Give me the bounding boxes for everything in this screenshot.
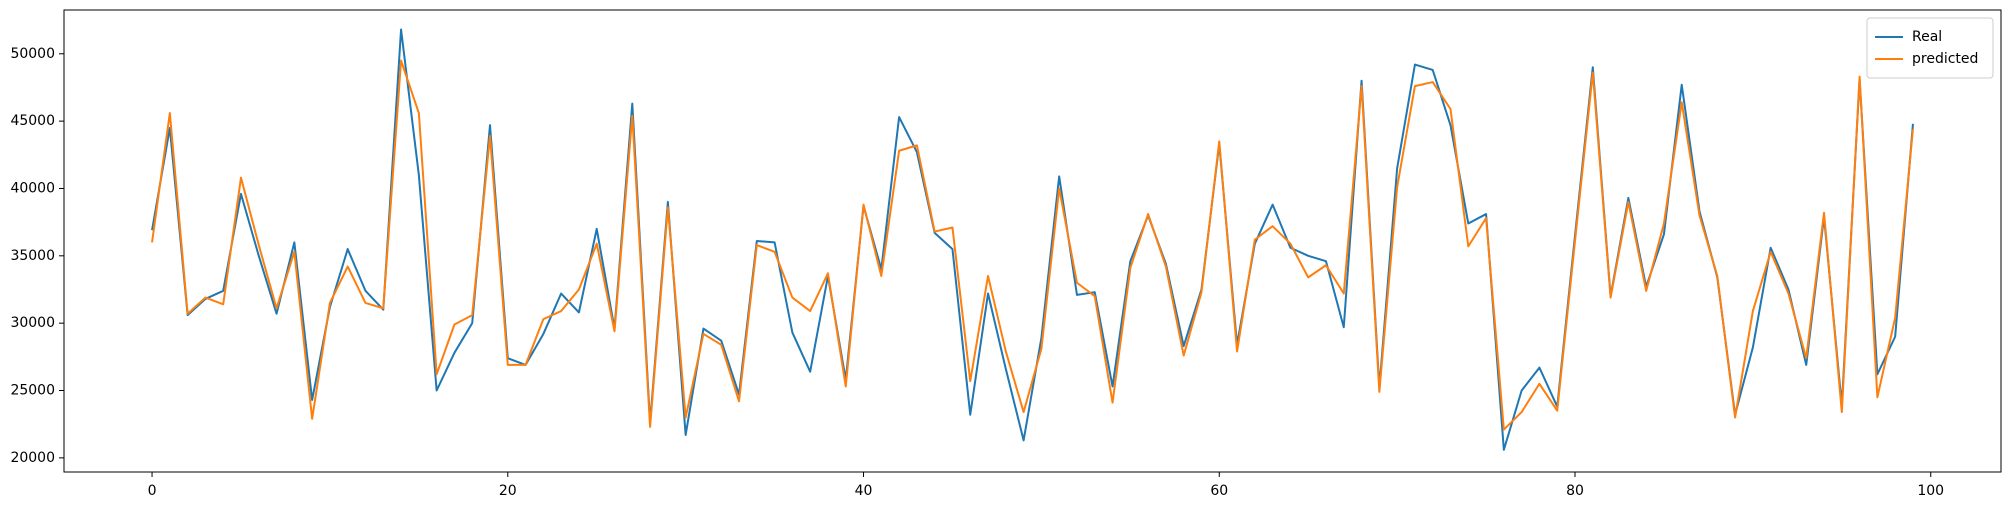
legend-box xyxy=(1866,17,1994,79)
y-tick-label: 30000 xyxy=(10,315,55,331)
x-tick-label: 60 xyxy=(1210,483,1228,499)
y-tick-label: 40000 xyxy=(10,180,55,196)
series-line xyxy=(151,28,1914,451)
x-tick-label: 20 xyxy=(499,483,517,499)
x-tick-label: 40 xyxy=(855,483,873,499)
legend: Real predicted xyxy=(1866,17,1994,79)
y-tick-label: 45000 xyxy=(10,113,55,129)
x-tick-label: 0 xyxy=(148,483,157,499)
y-tick-label: 35000 xyxy=(10,248,55,264)
y-tick-label: 25000 xyxy=(10,383,55,399)
legend-label: Real xyxy=(1912,29,1942,45)
y-tick-label: 50000 xyxy=(10,46,55,62)
x-tick-label: 100 xyxy=(1917,483,1944,499)
plot-frame xyxy=(63,9,2002,473)
series-line xyxy=(151,59,1914,431)
y-tick-label: 20000 xyxy=(10,450,55,466)
legend-label: predicted xyxy=(1912,51,1978,67)
x-tick-label: 80 xyxy=(1566,483,1584,499)
